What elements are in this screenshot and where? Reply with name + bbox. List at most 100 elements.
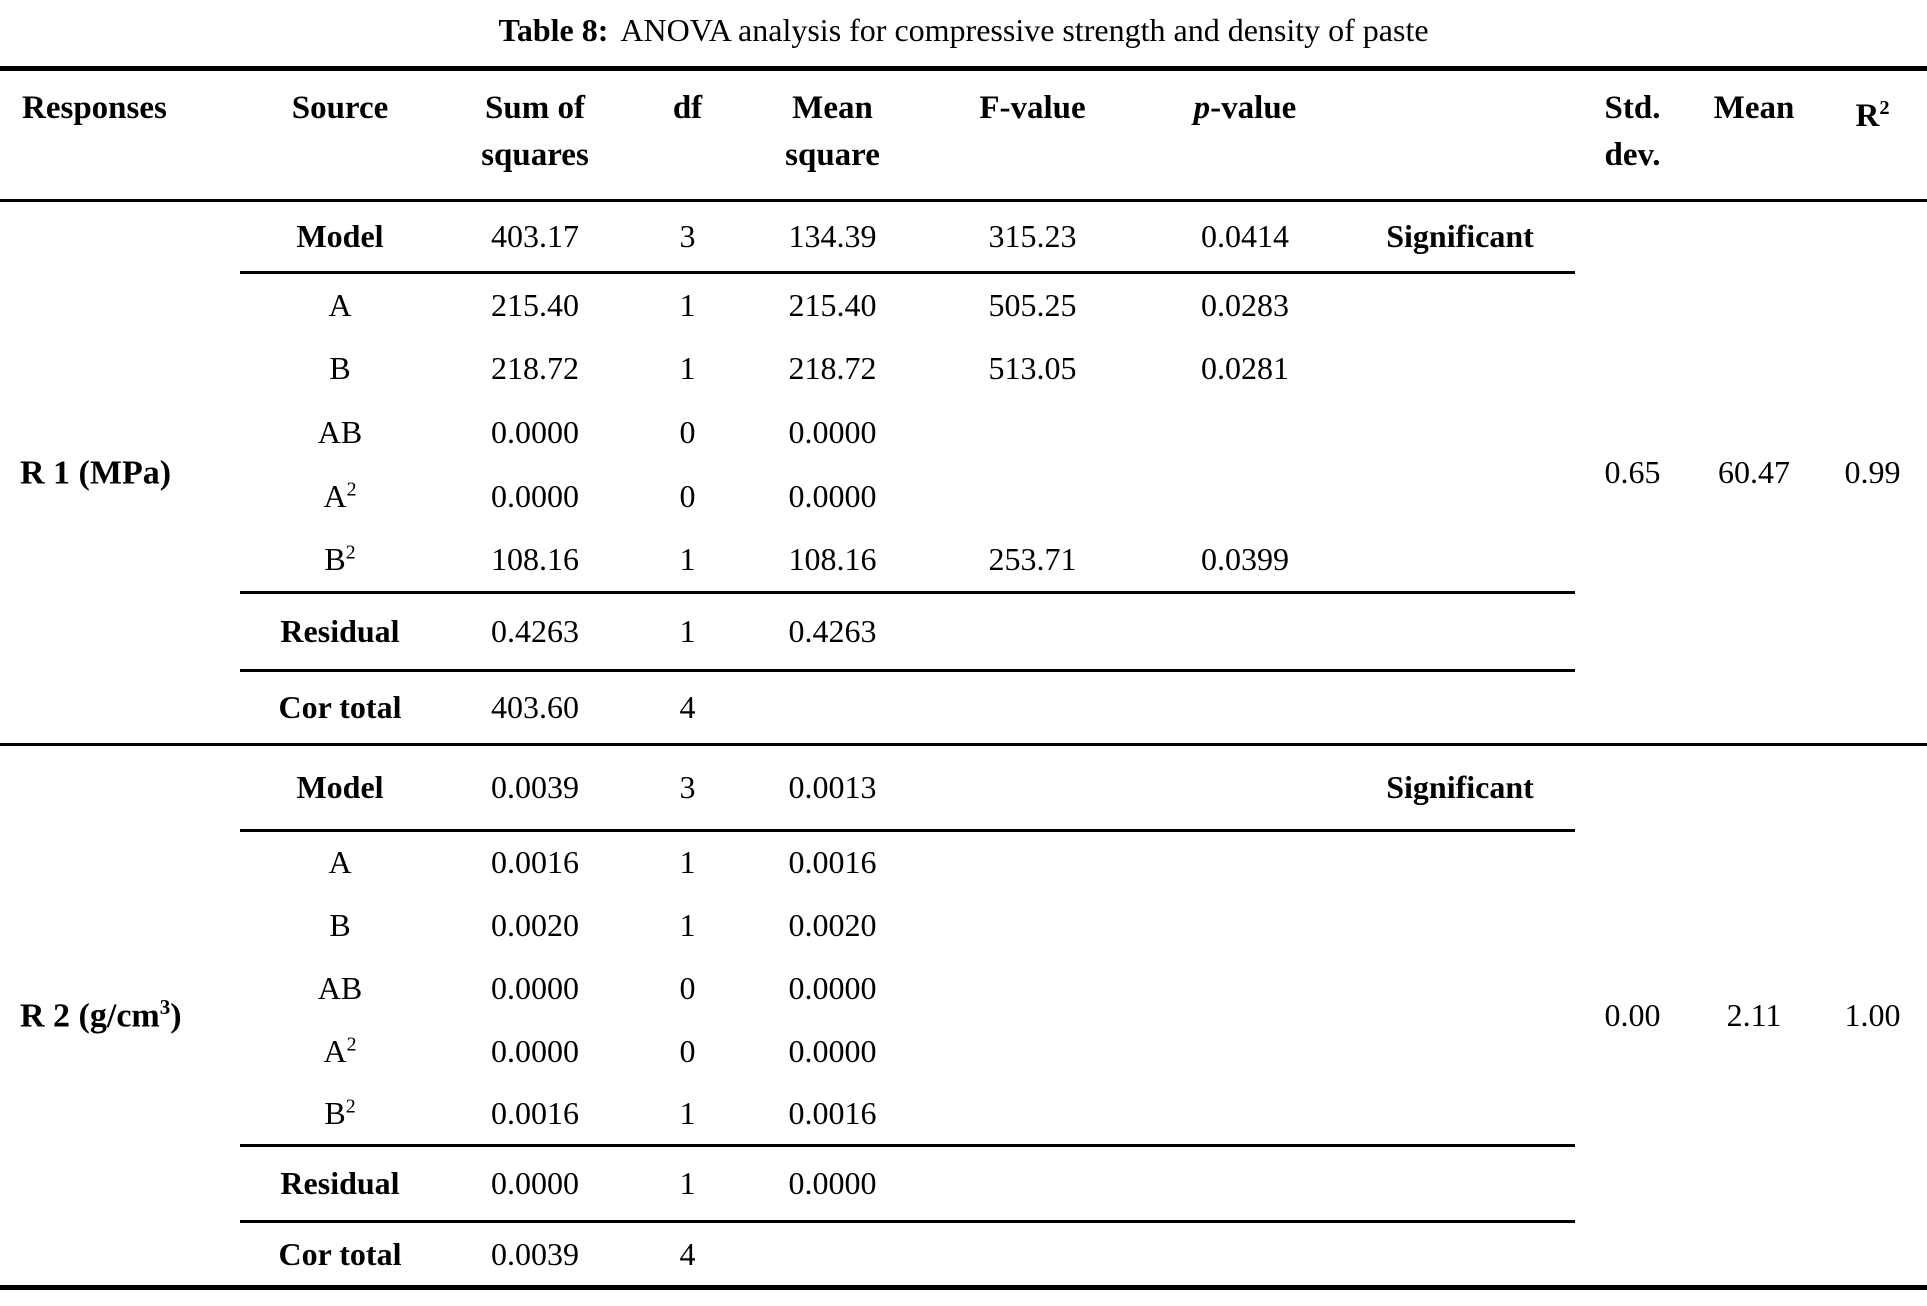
cell-source: Model xyxy=(240,744,440,832)
cell-f-value xyxy=(920,401,1145,465)
cell-std-dev: 0.65 xyxy=(1604,454,1661,490)
cell-significance xyxy=(1345,592,1575,672)
cell-sum-squares: 0.0020 xyxy=(491,906,579,943)
cell-source: B2 xyxy=(240,528,440,594)
cell-mean: 60.47 xyxy=(1718,454,1790,490)
cell-significance xyxy=(1345,671,1575,745)
cell-source: B xyxy=(329,906,351,943)
cell-p-value xyxy=(1145,831,1345,894)
cell-sum-squares: 0.0016 xyxy=(440,1082,630,1147)
table-caption: Table 8: ANOVA analysis for compressive s… xyxy=(0,0,1927,66)
header-row: Responses Source Sum of squares df Mean sq… xyxy=(0,69,1927,201)
cell-df: 0 xyxy=(679,414,696,450)
cell-p-value xyxy=(1145,1020,1345,1083)
cell-f-value: 513.05 xyxy=(988,350,1077,386)
table-row: Residual 0.0000 1 0.0000 xyxy=(0,1145,1927,1223)
cell-mean-square: 0.0000 xyxy=(788,478,877,514)
col-header-f-value: F-value xyxy=(979,90,1086,126)
cell-significance xyxy=(1345,1020,1575,1083)
cell-mean-square: 0.0000 xyxy=(788,969,877,1006)
cell-significance xyxy=(1345,894,1575,957)
cell-mean-square: 0.0020 xyxy=(788,906,877,943)
col-header-mean-square: Mean square xyxy=(785,90,880,173)
table-row: A 215.40 1 215.40 505.25 0.0283 xyxy=(0,273,1927,337)
cell-p-value xyxy=(1145,744,1345,832)
cell-source: B2 xyxy=(240,1082,440,1147)
section-r2: R 2 (g/cm3) Model 0.0039 3 0.0013 Signif… xyxy=(0,744,1927,1288)
cell-df: 1 xyxy=(630,1145,745,1223)
cell-p-value xyxy=(1145,401,1345,465)
col-header-std-dev: Std. dev. xyxy=(1604,90,1661,173)
cell-p-value: 0.0414 xyxy=(1145,200,1345,274)
cell-significance xyxy=(1345,337,1575,401)
cell-p-value xyxy=(1145,1222,1345,1288)
cell-f-value xyxy=(920,1082,1145,1147)
anova-table: Responses Source Sum of squares df Mean sq… xyxy=(0,66,1927,1290)
table-row: AB 0.0000 0 0.0000 xyxy=(0,957,1927,1020)
cell-significance xyxy=(1345,831,1575,894)
cell-df: 1 xyxy=(630,528,745,594)
cell-f-value: 505.25 xyxy=(988,286,1077,323)
cell-p-value xyxy=(1145,1145,1345,1223)
cell-significance: Significant xyxy=(1345,744,1575,832)
table-row: A2 0.0000 0 0.0000 xyxy=(0,465,1927,529)
cell-source: A xyxy=(328,286,352,323)
cell-significance xyxy=(1345,528,1575,594)
cell-df: 1 xyxy=(679,286,696,323)
cell-source: Residual xyxy=(240,592,440,672)
cell-mean-square: 218.72 xyxy=(788,350,877,386)
cell-mean-square: 0.0000 xyxy=(745,1145,920,1223)
table-row: A 0.0016 1 0.0016 xyxy=(0,831,1927,894)
cell-p-value: 0.0283 xyxy=(1201,286,1289,323)
cell-f-value: 315.23 xyxy=(920,200,1145,274)
cell-f-value xyxy=(920,894,1145,957)
cell-mean-square: 215.40 xyxy=(788,286,877,323)
cell-sum-squares: 0.0000 xyxy=(491,969,579,1006)
table-row: AB 0.0000 0 0.0000 xyxy=(0,401,1927,465)
section-r1: R 1 (MPa) Model 403.17 3 134.39 315.23 0… xyxy=(0,200,1927,745)
cell-source: Cor total xyxy=(278,689,402,725)
cell-df: 1 xyxy=(630,1082,745,1147)
table-row: B 218.72 1 218.72 513.05 0.0281 xyxy=(0,337,1927,401)
cell-std-dev: 0.00 xyxy=(1604,997,1661,1033)
cell-source: AB xyxy=(317,414,363,450)
table-row: R 2 (g/cm3) Model 0.0039 3 0.0013 Signif… xyxy=(0,744,1927,1035)
col-header-responses: Responses xyxy=(22,90,167,126)
cell-sum-squares: 0.0000 xyxy=(491,1032,579,1069)
cell-sum-squares: 218.72 xyxy=(491,350,579,386)
cell-r2: 1.00 xyxy=(1844,997,1901,1033)
cell-f-value xyxy=(920,465,1145,529)
cell-source: A2 xyxy=(323,1032,357,1069)
cell-mean-square: 108.16 xyxy=(745,528,920,594)
cell-source: AB xyxy=(317,969,363,1006)
cell-source: A xyxy=(328,844,352,881)
cell-p-value xyxy=(1145,957,1345,1020)
cell-p-value xyxy=(1145,894,1345,957)
cell-sum-squares: 0.0000 xyxy=(491,478,579,514)
cell-f-value xyxy=(920,1222,1145,1288)
cell-source: Model xyxy=(240,200,440,274)
cell-f-value xyxy=(920,831,1145,894)
cell-source: Cor total xyxy=(278,1235,402,1272)
cell-df: 1 xyxy=(630,592,745,672)
cell-source: B xyxy=(329,350,351,386)
table-row: Cor total 0.0039 4 xyxy=(0,1222,1927,1288)
cell-sum-squares: 215.40 xyxy=(491,286,579,323)
cell-source: Residual xyxy=(240,1145,440,1223)
table-row: R 1 (MPa) Model 403.17 3 134.39 315.23 0… xyxy=(0,200,1927,492)
table-caption-text: ANOVA analysis for compressive strength … xyxy=(620,12,1429,48)
cell-f-value xyxy=(920,957,1145,1020)
table-header: Responses Source Sum of squares df Mean sq… xyxy=(0,69,1927,201)
cell-df: 0 xyxy=(679,969,696,1006)
table-row: Cor total 403.60 4 xyxy=(0,671,1927,745)
cell-sum-squares: 0.0000 xyxy=(491,414,579,450)
cell-f-value xyxy=(920,744,1145,832)
cell-sum-squares: 403.17 xyxy=(440,200,630,274)
cell-p-value xyxy=(1145,592,1345,672)
cell-mean-square xyxy=(745,1222,920,1288)
cell-significance xyxy=(1345,1145,1575,1223)
cell-f-value: 253.71 xyxy=(920,528,1145,594)
cell-response-label: R 1 (MPa) xyxy=(20,454,172,492)
cell-mean-square: 0.0016 xyxy=(788,844,877,881)
cell-df: 1 xyxy=(679,350,696,386)
